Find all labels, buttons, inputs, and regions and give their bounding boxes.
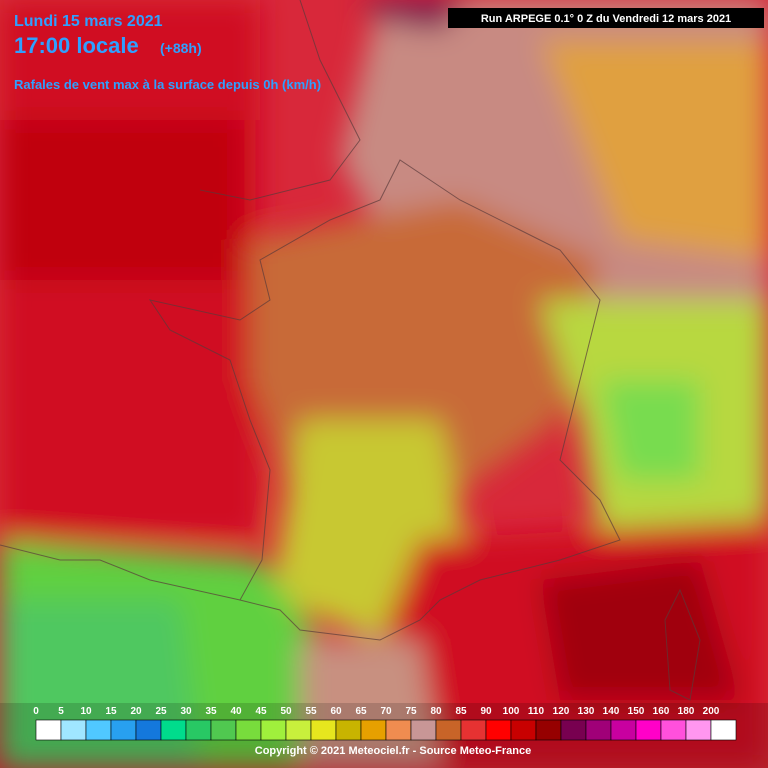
- legend-swatch: [310, 719, 337, 741]
- legend-label: 65: [355, 706, 367, 717]
- legend-label: 140: [603, 706, 620, 717]
- legend-swatch: [685, 719, 712, 741]
- legend-swatch: [110, 719, 137, 741]
- copyright: Copyright © 2021 Meteociel.fr - Source M…: [255, 745, 531, 757]
- legend-label: 110: [528, 706, 545, 717]
- legend-swatch: [260, 719, 287, 741]
- legend-swatch: [35, 719, 62, 741]
- forecast-date: Lundi 15 mars 2021: [14, 13, 163, 30]
- legend-swatch: [460, 719, 487, 741]
- legend-swatch: [235, 719, 262, 741]
- legend-label: 5: [58, 706, 64, 717]
- legend-label: 75: [405, 706, 417, 717]
- legend-label: 20: [130, 706, 142, 717]
- coastlines: [0, 0, 701, 701]
- legend-swatch: [560, 719, 587, 741]
- legend-label: 50: [280, 706, 292, 717]
- legend-label: 150: [628, 706, 645, 717]
- legend-swatch: [535, 719, 562, 741]
- legend-label: 160: [653, 706, 670, 717]
- legend-swatch: [410, 719, 437, 741]
- legend-label: 80: [430, 706, 442, 717]
- legend-swatch: [285, 719, 312, 741]
- legend-label: 10: [80, 706, 92, 717]
- forecast-lead: (+88h): [160, 40, 202, 56]
- legend-swatch: [660, 719, 687, 741]
- legend-label: 70: [380, 706, 392, 717]
- legend-swatch: [135, 719, 162, 741]
- legend-swatch: [60, 719, 87, 741]
- legend-label: 30: [180, 706, 192, 717]
- legend-label: 25: [155, 706, 167, 717]
- legend-label: 40: [230, 706, 242, 717]
- legend-swatch: [85, 719, 112, 741]
- legend-swatch: [510, 719, 537, 741]
- legend-swatch: [335, 719, 362, 741]
- legend-label: 45: [255, 706, 267, 717]
- legend-label: 60: [330, 706, 342, 717]
- legend-swatch: [210, 719, 237, 741]
- legend-swatch: [185, 719, 212, 741]
- legend-label: 85: [455, 706, 467, 717]
- legend-swatch: [160, 719, 187, 741]
- legend-label: 15: [105, 706, 117, 717]
- legend: 0 5 10 15 20 25 30 35 40 45 50 55 60 65 70 75 80 85 90 100 1…: [33, 706, 737, 741]
- legend-label: 0: [33, 706, 39, 717]
- legend-label: 180: [678, 706, 695, 717]
- forecast-time: 17:00 locale: [14, 33, 139, 58]
- legend-label: 35: [205, 706, 217, 717]
- legend-swatch: [435, 719, 462, 741]
- legend-swatch: [360, 719, 387, 741]
- legend-swatch: [610, 719, 637, 741]
- legend-label: 200: [703, 706, 720, 717]
- legend-label: 130: [578, 706, 595, 717]
- map-subtitle: Rafales de vent max à la surface depuis …: [14, 77, 321, 92]
- legend-swatch: [485, 719, 512, 741]
- legend-label: 120: [553, 706, 570, 717]
- run-banner: [448, 8, 764, 28]
- legend-swatch: [635, 719, 662, 741]
- legend-swatch: [585, 719, 612, 741]
- legend-swatch: [385, 719, 412, 741]
- legend-swatch: [710, 719, 737, 741]
- legend-label: 90: [480, 706, 492, 717]
- run-info: Run ARPEGE 0.1° 0 Z du Vendredi 12 mars …: [481, 13, 731, 25]
- legend-label: 100: [503, 706, 520, 717]
- legend-label: 55: [305, 706, 317, 717]
